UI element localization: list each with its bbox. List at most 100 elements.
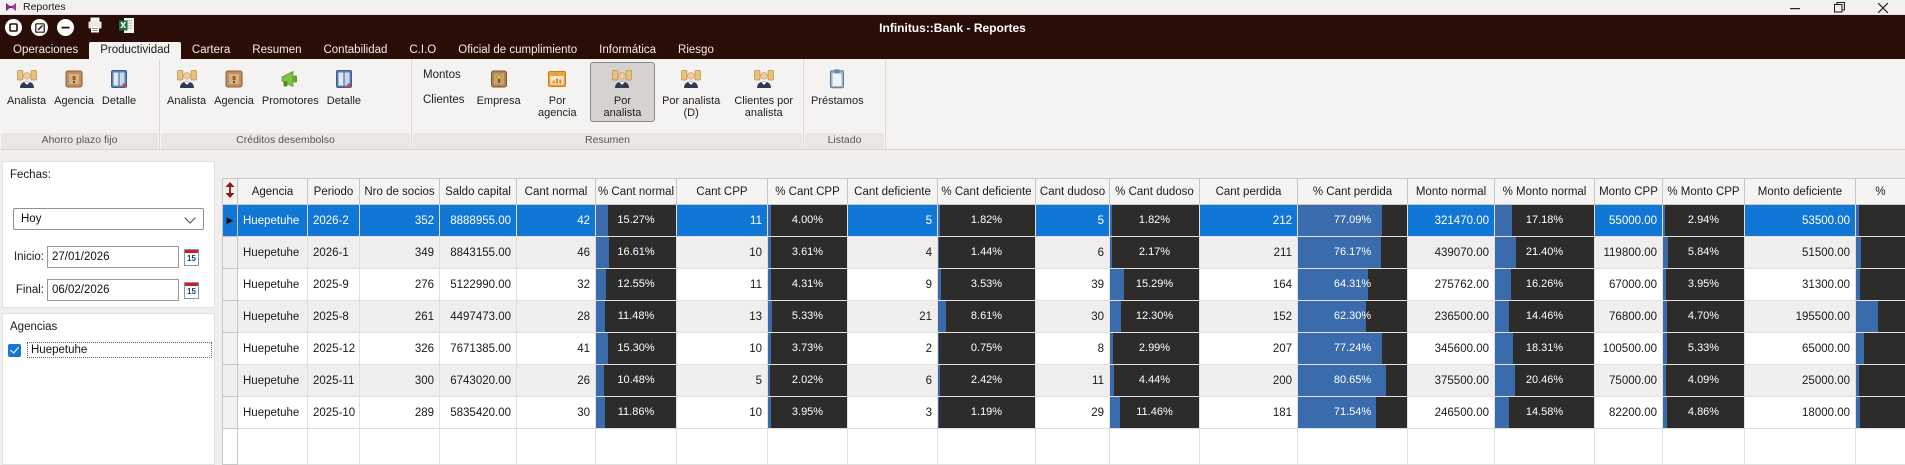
cell--cant-dudoso[interactable]: 11.46%	[1109, 396, 1200, 429]
cell-cant-cpp[interactable]: 10	[676, 396, 768, 429]
cell--cant-deficiente[interactable]: 2.42%	[937, 364, 1036, 397]
cell--cant-cpp[interactable]: 4.31%	[767, 268, 848, 301]
row-indicator-cell[interactable]	[222, 364, 238, 397]
cell-periodo[interactable]: 2025-9	[307, 268, 360, 301]
cell-periodo[interactable]: 2025-8	[307, 300, 360, 333]
table-row[interactable]: Huepetuhe 2025-11 300 6743020.00 26 10.48% 5 2.…	[222, 364, 1905, 397]
cell-saldo-capital[interactable]: 8843155.00	[439, 236, 517, 269]
ribbon-button-pr-stamos[interactable]: Préstamos	[807, 62, 868, 110]
cell-monto-cpp[interactable]: 55000.00	[1594, 204, 1663, 237]
cell-cant-perdida[interactable]: 200	[1199, 364, 1298, 397]
cell--monto-normal[interactable]: 20.46%	[1494, 364, 1595, 397]
column-header-monto-normal[interactable]: Monto normal	[1407, 178, 1495, 205]
cell--cant-perdida[interactable]: 64.31%	[1297, 268, 1408, 301]
cell-saldo-capital[interactable]: 8888955.00	[439, 204, 517, 237]
remove-button[interactable]	[57, 19, 74, 36]
cell--cant-dudoso[interactable]: 4.44%	[1109, 364, 1200, 397]
cell--monto-normal[interactable]: 17.18%	[1494, 204, 1595, 237]
cell-cant-normal[interactable]: 32	[516, 268, 596, 301]
ribbon-button-analista[interactable]: Analista	[163, 62, 210, 110]
column-header-cant-perdida[interactable]: Cant perdida	[1199, 178, 1298, 205]
cell--cant-cpp[interactable]: 4.00%	[767, 204, 848, 237]
cell-monto-normal[interactable]: 246500.00	[1407, 396, 1495, 429]
cell-cant-dudoso[interactable]: 29	[1035, 396, 1110, 429]
cell--monto-normal[interactable]: 18.31%	[1494, 332, 1595, 365]
cell-cant-cpp[interactable]: 11	[676, 204, 768, 237]
cell--cant-perdida[interactable]: 80.65%	[1297, 364, 1408, 397]
export-excel-button[interactable]: X	[118, 17, 135, 39]
cell-saldo-capital[interactable]: 4497473.00	[439, 300, 517, 333]
column-header-cant-dudoso[interactable]: Cant dudoso	[1035, 178, 1110, 205]
cell--cant-dudoso[interactable]: 15.29%	[1109, 268, 1200, 301]
cell-monto-deficiente[interactable]: 25000.00	[1744, 364, 1856, 397]
cell--cant-normal[interactable]: 11.86%	[595, 396, 677, 429]
cell-monto-cpp[interactable]: 67000.00	[1594, 268, 1663, 301]
cell-monto-deficiente[interactable]: 65000.00	[1744, 332, 1856, 365]
cell--monto-normal[interactable]: 16.26%	[1494, 268, 1595, 301]
checkbox-checked-icon[interactable]	[8, 343, 21, 357]
ribbon-button-agencia[interactable]: Agencia	[50, 62, 98, 110]
column-header-monto-cpp[interactable]: Monto CPP	[1594, 178, 1663, 205]
cell--monto-cpp[interactable]: 4.70%	[1662, 300, 1745, 333]
ribbon-button-detalle[interactable]: Detalle	[98, 62, 140, 110]
cell--[interactable]	[1855, 300, 1905, 333]
cell--cant-deficiente[interactable]: 1.82%	[937, 204, 1036, 237]
ribbon-button-clientes[interactable]: Clientes	[423, 94, 465, 106]
cell--cant-cpp[interactable]: 3.61%	[767, 236, 848, 269]
cell--cant-perdida[interactable]: 77.09%	[1297, 204, 1408, 237]
row-indicator-cell[interactable]: ▶	[222, 204, 238, 237]
column-header-cant-deficiente[interactable]: Cant deficiente	[847, 178, 938, 205]
table-row[interactable]: ▶ Huepetuhe 2026-2 352 8888955.00 42 15.27% 11 4…	[222, 204, 1905, 237]
print-button[interactable]	[86, 16, 104, 39]
cell-cant-dudoso[interactable]: 8	[1035, 332, 1110, 365]
cell--[interactable]	[1855, 204, 1905, 237]
ribbon-button-agencia[interactable]: Agencia	[210, 62, 258, 110]
cell-cant-dudoso[interactable]: 5	[1035, 204, 1110, 237]
inicio-calendar-icon[interactable]: 15	[184, 248, 199, 266]
cell--cant-normal[interactable]: 15.30%	[595, 332, 677, 365]
cell-cant-deficiente[interactable]: 2	[847, 332, 938, 365]
fechas-preset-select[interactable]: Hoy	[13, 208, 204, 230]
cell-cant-cpp[interactable]: 10	[676, 236, 768, 269]
cell-cant-normal[interactable]: 26	[516, 364, 596, 397]
cell-nro-de-socios[interactable]: 352	[359, 204, 440, 237]
cell-nro-de-socios[interactable]: 276	[359, 268, 440, 301]
cell-periodo[interactable]: 2025-12	[307, 332, 360, 365]
cell--monto-cpp[interactable]: 4.86%	[1662, 396, 1745, 429]
table-row[interactable]: Huepetuhe 2025-12 326 7671385.00 41 15.30% 10 3…	[222, 332, 1905, 365]
cell-agencia[interactable]: Huepetuhe	[237, 396, 308, 429]
cell-monto-normal[interactable]: 345600.00	[1407, 332, 1495, 365]
menu-tab-riesgo[interactable]: Riesgo	[678, 44, 714, 56]
cell--cant-deficiente[interactable]: 8.61%	[937, 300, 1036, 333]
cell--monto-cpp[interactable]: 3.95%	[1662, 268, 1745, 301]
cell-periodo[interactable]: 2026-2	[307, 204, 360, 237]
cell-periodo[interactable]: 2026-1	[307, 236, 360, 269]
column-header--monto-normal[interactable]: % Monto normal	[1494, 178, 1595, 205]
cell-monto-deficiente[interactable]: 31300.00	[1744, 268, 1856, 301]
cell--cant-normal[interactable]: 11.48%	[595, 300, 677, 333]
cell-saldo-capital[interactable]: 7671385.00	[439, 332, 517, 365]
cell-agencia[interactable]: Huepetuhe	[237, 268, 308, 301]
ribbon-button-promotores[interactable]: Promotores	[258, 62, 323, 110]
column-header-cant-normal[interactable]: Cant normal	[516, 178, 596, 205]
row-indicator-cell[interactable]	[222, 268, 238, 301]
inicio-date-input[interactable]	[47, 246, 179, 268]
column-header--cant-cpp[interactable]: % Cant CPP	[767, 178, 848, 205]
cell-cant-normal[interactable]: 28	[516, 300, 596, 333]
final-calendar-icon[interactable]: 15	[184, 281, 199, 299]
cell-monto-cpp[interactable]: 119800.00	[1594, 236, 1663, 269]
column-header-cant-cpp[interactable]: Cant CPP	[676, 178, 768, 205]
cell--cant-normal[interactable]: 16.61%	[595, 236, 677, 269]
cell-periodo[interactable]: 2025-11	[307, 364, 360, 397]
minimize-button[interactable]	[1773, 0, 1817, 15]
cell--monto-cpp[interactable]: 2.94%	[1662, 204, 1745, 237]
cell-monto-normal[interactable]: 321470.00	[1407, 204, 1495, 237]
cell--[interactable]	[1855, 364, 1905, 397]
cell-nro-de-socios[interactable]: 289	[359, 396, 440, 429]
column-header--cant-perdida[interactable]: % Cant perdida	[1297, 178, 1408, 205]
cell--cant-dudoso[interactable]: 1.82%	[1109, 204, 1200, 237]
table-row[interactable]: Huepetuhe 2025-9 276 5122990.00 32 12.55% 11 4.…	[222, 268, 1905, 301]
cell-cant-perdida[interactable]: 181	[1199, 396, 1298, 429]
column-header-agencia[interactable]: Agencia	[237, 178, 308, 205]
cell-cant-dudoso[interactable]: 30	[1035, 300, 1110, 333]
